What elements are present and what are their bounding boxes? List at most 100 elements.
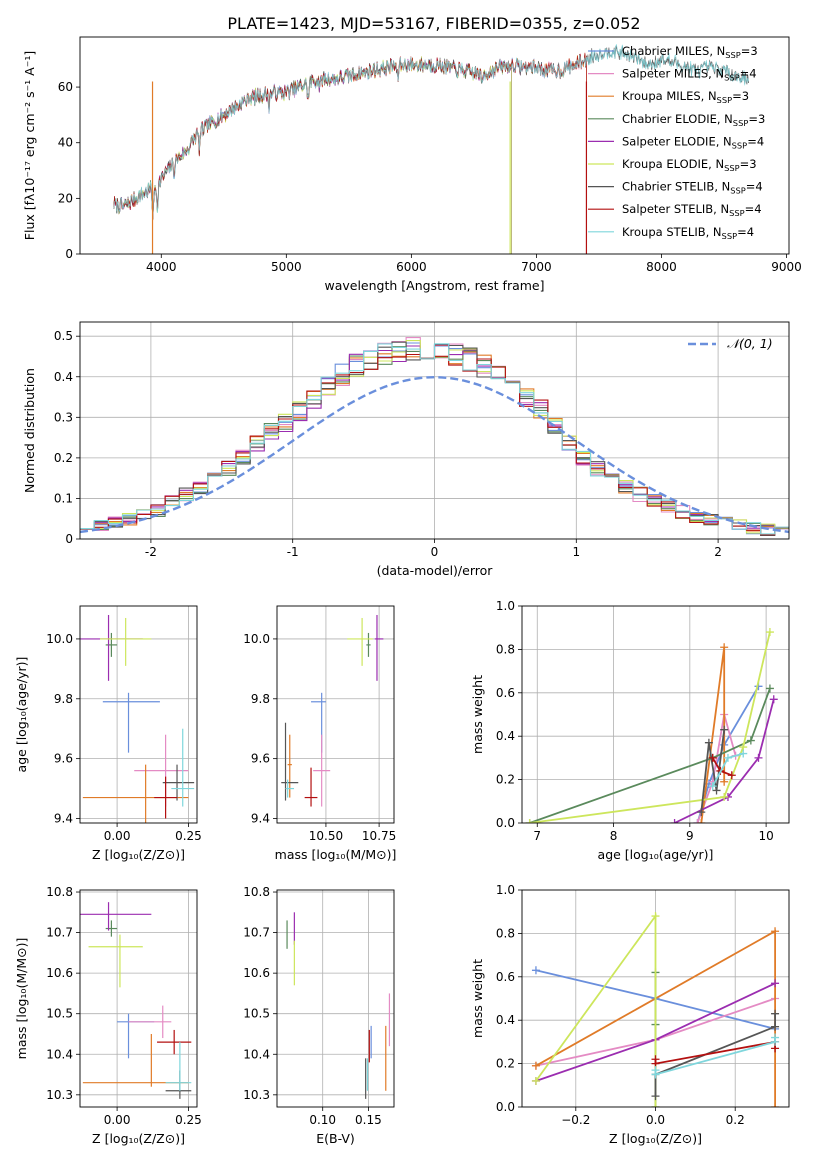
plot-area <box>277 606 394 823</box>
y-tick-label: 10.6 <box>243 966 270 980</box>
x-tick-label: 10.75 <box>362 829 396 843</box>
errorbar-chabrier_miles <box>311 692 326 753</box>
errorbar-salpeter_miles <box>134 734 189 807</box>
panel-weight_vs_Z: −0.2 0.0 0.2 0.0 0.2 0.4 0.6 0.8 1.0 Z [log₁₀(Z/Z… <box>470 883 790 1146</box>
y-tick-label: 10.5 <box>243 1007 270 1021</box>
weight-point-kroupa_miles <box>697 819 706 823</box>
y-tick-label: 0.1 <box>54 491 73 505</box>
weight-line-kroupa_elodie <box>529 631 771 823</box>
errorbar-salpeter_stelib <box>154 776 178 819</box>
errorbar-chabrier_miles <box>102 692 160 753</box>
x-axis-label: mass [log₁₀(M/M⊙)] <box>275 847 397 862</box>
x-tick-label: 10 <box>758 829 773 843</box>
weight-point-kroupa_miles <box>771 1103 780 1107</box>
y-tick-label: 0.4 <box>54 370 73 384</box>
y-tick-label: 10.5 <box>46 1007 73 1021</box>
panel-residuals: -2 -1 0 1 2 0 0.1 0.2 0.3 0.4 0.5 (data-model)/erro… <box>22 321 790 578</box>
y-tick-label: 10.0 <box>243 632 270 646</box>
axes-frame <box>79 321 790 540</box>
errorbar-kroupa_stelib <box>165 1042 192 1091</box>
x-tick-label: 0.00 <box>104 829 131 843</box>
weight-point-kroupa_miles <box>720 777 729 786</box>
x-axis-label: Z [log₁₀(Z/Z⊙)] <box>92 847 185 862</box>
y-tick-label: 10.7 <box>46 926 73 940</box>
x-axis-label: (data-model)/error <box>377 563 494 578</box>
y-tick-label: 9.4 <box>54 812 73 826</box>
weight-line-chabrier_elodie <box>529 688 771 823</box>
y-axis-label: Normed distribution <box>22 368 37 493</box>
axes-frame <box>521 605 790 824</box>
weight-line-salpeter_stelib <box>654 1040 776 1065</box>
panel-age_vs_Z: 0.00 0.25 9.4 9.6 9.8 10.0 Z [log₁₀(Z/Z⊙)] age … <box>14 605 202 862</box>
weight-point-chabrier_elodie <box>746 736 755 745</box>
weight-point-kroupa_elodie <box>651 1103 660 1107</box>
model-line-salpeter_elodie <box>113 58 512 254</box>
x-tick-label: 5000 <box>271 260 302 274</box>
y-tick-label: 10.4 <box>243 1047 270 1061</box>
weight-point-salpeter_elodie <box>670 819 679 823</box>
weight-point-chabrier_stelib <box>712 786 721 795</box>
errorbar-chabrier_elodie <box>105 632 118 657</box>
errorbar-kroupa_stelib <box>171 728 195 807</box>
x-axis-label: Z [log₁₀(Z/Z⊙)] <box>92 1131 185 1146</box>
weight-point-salpeter_stelib <box>727 771 736 780</box>
weight-line-salpeter_miles <box>696 714 737 823</box>
y-tick-label: 0.4 <box>496 729 515 743</box>
axes-frame <box>79 36 790 255</box>
weight-line-kroupa_elodie <box>535 913 657 1107</box>
errorbar-salpeter_elodie <box>80 902 152 931</box>
axes-frame <box>276 605 395 824</box>
plot-area <box>277 890 394 1107</box>
weight-line-kroupa_stelib <box>654 1037 776 1076</box>
weight-point-salpeter_elodie <box>771 979 780 988</box>
errorbar-chabrier_elodie <box>366 632 371 657</box>
x-tick-label: 9 <box>686 829 694 843</box>
y-tick-label: 1.0 <box>496 599 515 613</box>
x-tick-label: 7000 <box>521 260 552 274</box>
y-axis-label: mass weight <box>470 959 485 1038</box>
model-line-salpeter_miles <box>113 53 587 254</box>
x-tick-label: 6000 <box>396 260 427 274</box>
y-tick-label: 0.6 <box>496 686 515 700</box>
plot-area <box>522 606 789 823</box>
errorbar-chabrier_stelib <box>281 722 299 801</box>
x-tick-label: 4000 <box>146 260 177 274</box>
y-tick-label: 10.3 <box>46 1088 73 1102</box>
y-tick-label: 0.6 <box>496 970 515 984</box>
model-line-kroupa_stelib <box>113 44 749 219</box>
weight-point-salpeter_miles <box>693 819 702 823</box>
weight-point-kroupa_stelib <box>723 753 732 762</box>
panel-mass_vs_Z: 0.00 0.25 10.3 10.4 10.5 10.6 10.7 10.8 Z [log₁₀… <box>14 885 202 1146</box>
y-tick-label: 0.3 <box>54 410 73 424</box>
y-tick-label: 9.6 <box>251 752 270 766</box>
weight-point-kroupa_stelib <box>708 782 717 791</box>
errorbar-salpeter_miles <box>128 1005 172 1039</box>
x-tick-label: 8000 <box>646 260 677 274</box>
x-axis-label: E(B-V) <box>316 1131 355 1146</box>
weight-point-chabrier_elodie <box>765 684 774 693</box>
legend-label-normal: 𝒩(0, 1) <box>727 336 773 351</box>
x-tick-label: 0.0 <box>646 1113 665 1127</box>
legend-label-kroupa_stelib: Kroupa STELIB, NSSP=4 <box>622 225 754 241</box>
weight-point-chabrier_stelib <box>704 738 713 747</box>
axes-frame <box>276 889 395 1108</box>
weight-point-chabrier_stelib <box>651 1092 660 1101</box>
weight-point-chabrier_stelib <box>771 1009 780 1018</box>
x-tick-label: 0 <box>431 545 439 559</box>
legend-label-salpeter_elodie: Salpeter ELODIE, NSSP=4 <box>622 134 764 150</box>
legend-label-chabrier_miles: Chabrier MILES, NSSP=3 <box>622 44 758 60</box>
weight-line-chabrier_stelib <box>700 729 726 813</box>
legend-label-kroupa_elodie: Kroupa ELODIE, NSSP=3 <box>622 157 757 173</box>
y-axis-label: Flux [fλ10⁻¹⁷ erg cm⁻² s⁻¹ A⁻¹] <box>22 51 37 240</box>
model-line-kroupa_elodie <box>113 56 512 254</box>
weight-point-chabrier_stelib <box>771 1022 780 1031</box>
figure-title: PLATE=1423, MJD=53167, FIBERID=0355, z=0… <box>227 14 640 33</box>
model-line-chabrier_elodie <box>113 57 512 254</box>
weight-point-kroupa_stelib <box>739 749 748 758</box>
y-tick-label: 0.8 <box>496 926 515 940</box>
x-axis-label: age [log₁₀(age/yr)] <box>598 847 714 862</box>
legend-label-kroupa_miles: Kroupa MILES, NSSP=3 <box>622 89 749 105</box>
y-tick-label: 40 <box>58 136 73 150</box>
weight-point-kroupa_miles <box>531 1061 540 1070</box>
